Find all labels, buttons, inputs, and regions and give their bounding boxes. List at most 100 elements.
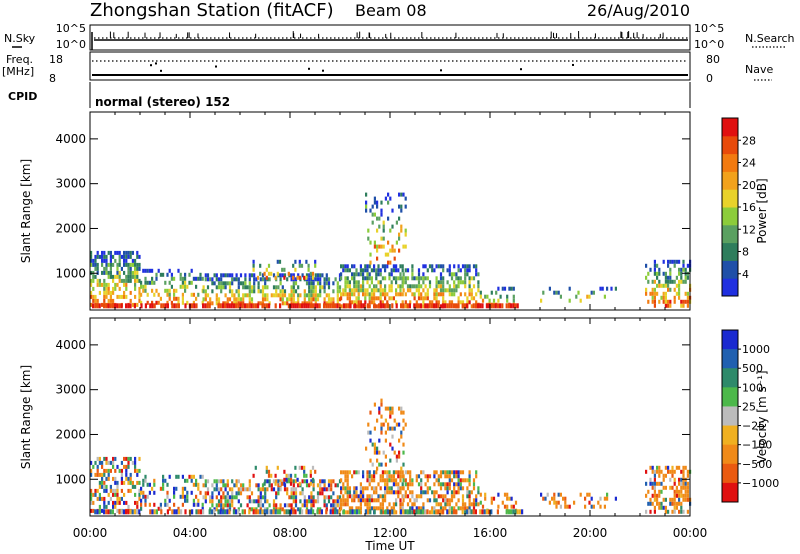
echo-cell [267, 271, 271, 276]
echo-cell [424, 474, 427, 479]
echo-cell [651, 493, 654, 498]
echo-cell [199, 272, 202, 277]
echo-cell [129, 298, 132, 303]
echo-cell [123, 270, 126, 275]
echo-cell [464, 510, 467, 515]
echo-cell [450, 276, 454, 281]
echo-cell [664, 271, 667, 276]
echo-cell [261, 285, 265, 290]
echo-cell [673, 501, 676, 506]
echo-cell [671, 279, 674, 284]
echo-cell [312, 495, 315, 500]
echo-cell [168, 506, 171, 511]
echo-cell [270, 473, 273, 478]
echo-cell [356, 509, 359, 515]
echo-cell [377, 280, 380, 285]
echo-cell [215, 285, 218, 290]
colorbar-segment [722, 260, 738, 279]
echo-cell [505, 509, 508, 515]
echo-cell [479, 303, 482, 309]
echo-cell [368, 272, 371, 277]
echo-cell [98, 472, 101, 477]
echo-cell [122, 509, 125, 515]
echo-cell [452, 303, 455, 309]
echo-cell [175, 296, 178, 301]
echo-cell [94, 254, 97, 259]
echo-cell [204, 303, 207, 309]
echo-cell [400, 204, 403, 209]
echo-cell [292, 483, 295, 488]
echo-cell [399, 498, 402, 503]
echo-cell [242, 483, 245, 488]
echo-cell [401, 300, 404, 305]
echo-cell [105, 456, 108, 461]
cpid-mode-text: normal (stereo) 152 [95, 95, 230, 109]
echo-cell [94, 472, 97, 477]
echo-cell [286, 487, 289, 492]
echo-cell [464, 506, 467, 511]
echo-cell [664, 283, 667, 288]
echo-cell [292, 273, 295, 278]
x-tick-label: 04:00 [173, 526, 208, 540]
echo-cell [246, 503, 249, 508]
echo-cell [307, 267, 310, 272]
echo-cell [285, 477, 288, 482]
echo-cell [378, 216, 381, 221]
echo-cell [411, 478, 414, 483]
echo-cell [667, 287, 670, 292]
echo-cell [312, 285, 315, 290]
echo-cell [239, 281, 243, 286]
echo-cell [217, 277, 221, 282]
echo-cell [140, 498, 143, 503]
echo-cell [192, 502, 195, 507]
echo-cell [312, 487, 315, 492]
echo-cell [658, 473, 661, 478]
echo-cell [103, 250, 106, 255]
freq-dip [572, 63, 574, 66]
echo-cell [146, 300, 149, 305]
echo-cell [357, 284, 360, 289]
echo-cell [294, 289, 298, 294]
echo-cell [248, 303, 251, 309]
echo-cell [426, 474, 429, 479]
echo-cell [388, 272, 391, 277]
echo-cell [653, 509, 656, 514]
echo-cell [342, 502, 345, 507]
echo-cell [215, 507, 218, 512]
echo-cell [103, 484, 106, 489]
echo-cell [686, 485, 689, 490]
echo-cell [94, 488, 97, 493]
echo-cell [325, 273, 328, 278]
echo-cell [353, 280, 356, 285]
echo-cell [470, 490, 473, 495]
echo-cell [224, 483, 227, 488]
echo-cell [103, 286, 106, 291]
echo-cell [466, 506, 469, 511]
echo-cell [292, 293, 295, 298]
echo-cell [272, 503, 276, 508]
echo-cell [281, 289, 284, 294]
echo-cell [475, 272, 478, 277]
echo-cell [142, 284, 145, 289]
echo-cell [391, 303, 394, 309]
echo-cell [566, 504, 569, 509]
echo-cell [107, 509, 110, 515]
echo-cell [202, 495, 205, 500]
echo-cell [166, 494, 169, 499]
echo-cell [274, 509, 277, 515]
echo-cell [305, 259, 308, 264]
echo-cell [647, 299, 650, 304]
echo-cell [118, 286, 121, 291]
echo-cell [402, 442, 405, 447]
echo-cell [653, 271, 656, 276]
echo-cell [380, 402, 383, 407]
echo-cell [382, 224, 385, 229]
echo-cell [144, 478, 147, 483]
echo-cell [450, 272, 454, 277]
echo-cell [559, 492, 562, 497]
echo-cell [359, 494, 362, 499]
echo-cell [226, 281, 229, 286]
colorbar-segment [722, 368, 738, 388]
echo-cell [398, 248, 401, 253]
echo-cell [297, 285, 300, 290]
